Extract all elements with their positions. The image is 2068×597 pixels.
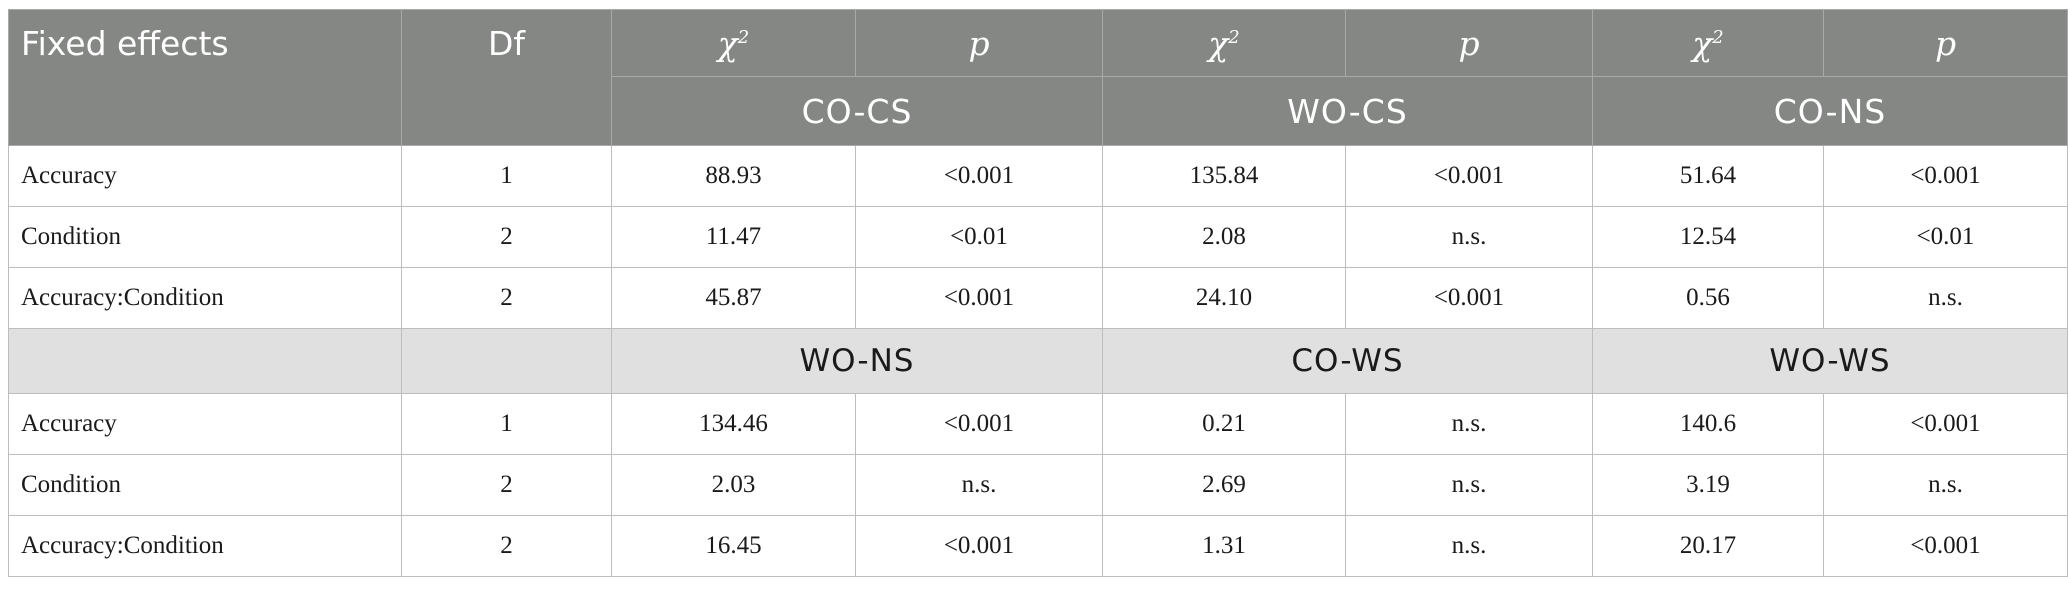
df-value: 1 <box>401 393 612 455</box>
chi-square-value: 0.56 <box>1592 267 1824 329</box>
p-value: <0.001 <box>855 515 1103 577</box>
table-row: Accuracy:Condition 2 16.45 <0.001 1.31 n… <box>8 515 2068 577</box>
chi-square-header: χ2 <box>1102 9 1346 77</box>
chi-square-value: 135.84 <box>1102 145 1346 207</box>
p-value: <0.001 <box>855 145 1103 207</box>
p-value: <0.001 <box>1823 145 2068 207</box>
chi-square-value: 2.08 <box>1102 206 1346 268</box>
chi-square-value: 51.64 <box>1592 145 1824 207</box>
p-value: <0.01 <box>1823 206 2068 268</box>
effect-label: Accuracy <box>8 145 402 207</box>
fixed-effects-table: Fixed effects Df χ2 p χ2 p χ2 p CO-CS WO… <box>8 9 2068 577</box>
p-value: n.s. <box>1345 206 1593 268</box>
p-value: <0.001 <box>1823 393 2068 455</box>
chi-square-value: 24.10 <box>1102 267 1346 329</box>
chi-square-value: 3.19 <box>1592 454 1824 516</box>
section-header-row: WO-NS CO-WS WO-WS <box>8 328 2068 394</box>
df-header: Df <box>401 9 612 146</box>
p-value: <0.001 <box>855 267 1103 329</box>
p-value: n.s. <box>1345 454 1593 516</box>
p-value-header: p <box>1345 9 1593 77</box>
chi-square-value: 2.03 <box>611 454 856 516</box>
effect-label: Condition <box>8 206 402 268</box>
df-value: 2 <box>401 454 612 516</box>
chi-square-value: 88.93 <box>611 145 856 207</box>
chi-square-value: 20.17 <box>1592 515 1824 577</box>
chi-square-value: 11.47 <box>611 206 856 268</box>
effect-label: Accuracy <box>8 393 402 455</box>
p-value: n.s. <box>1345 515 1593 577</box>
p-value: n.s. <box>1345 393 1593 455</box>
p-value: n.s. <box>855 454 1103 516</box>
table-row: Condition 2 11.47 <0.01 2.08 n.s. 12.54 … <box>8 206 2068 268</box>
empty-cell <box>401 328 612 394</box>
header-row-groups: CO-CS WO-CS CO-NS <box>9 76 2068 146</box>
chi-square-value: 16.45 <box>611 515 856 577</box>
p-value: <0.001 <box>1345 145 1593 207</box>
df-value: 2 <box>401 515 612 577</box>
group-header-co-ws: CO-WS <box>1102 328 1593 394</box>
group-header-wo-cs: WO-CS <box>1102 76 1593 146</box>
df-value: 2 <box>401 267 612 329</box>
df-value: 1 <box>401 145 612 207</box>
p-value: <0.001 <box>855 393 1103 455</box>
header-row-stats: Fixed effects Df χ2 p χ2 p χ2 p <box>8 9 2068 146</box>
p-value-header: p <box>1823 9 2068 77</box>
p-value: <0.001 <box>1345 267 1593 329</box>
df-value: 2 <box>401 206 612 268</box>
chi-square-value: 45.87 <box>611 267 856 329</box>
table-row: Accuracy 1 88.93 <0.001 135.84 <0.001 51… <box>8 145 2068 207</box>
chi-square-value: 12.54 <box>1592 206 1824 268</box>
table-row: Accuracy 1 134.46 <0.001 0.21 n.s. 140.6… <box>8 393 2068 455</box>
p-value: n.s. <box>1823 454 2068 516</box>
p-value-header: p <box>855 9 1103 77</box>
table-row: Condition 2 2.03 n.s. 2.69 n.s. 3.19 n.s… <box>8 454 2068 516</box>
p-value: n.s. <box>1823 267 2068 329</box>
effect-label: Accuracy:Condition <box>8 267 402 329</box>
p-value: <0.001 <box>1823 515 2068 577</box>
fixed-effects-header: Fixed effects <box>8 9 402 146</box>
chi-square-header: χ2 <box>1592 9 1824 77</box>
group-header-wo-ns: WO-NS <box>611 328 1103 394</box>
chi-square-value: 140.6 <box>1592 393 1824 455</box>
group-header-co-cs: CO-CS <box>611 76 1103 146</box>
chi-square-value: 1.31 <box>1102 515 1346 577</box>
group-header-co-ns: CO-NS <box>1592 76 2068 146</box>
chi-square-value: 0.21 <box>1102 393 1346 455</box>
effect-label: Accuracy:Condition <box>8 515 402 577</box>
chi-square-value: 2.69 <box>1102 454 1346 516</box>
p-value: <0.01 <box>855 206 1103 268</box>
chi-square-header: χ2 <box>611 9 856 77</box>
table-row: Accuracy:Condition 2 45.87 <0.001 24.10 … <box>8 267 2068 329</box>
chi-square-value: 134.46 <box>611 393 856 455</box>
empty-cell <box>8 328 402 394</box>
group-header-wo-ws: WO-WS <box>1592 328 2068 394</box>
effect-label: Condition <box>8 454 402 516</box>
